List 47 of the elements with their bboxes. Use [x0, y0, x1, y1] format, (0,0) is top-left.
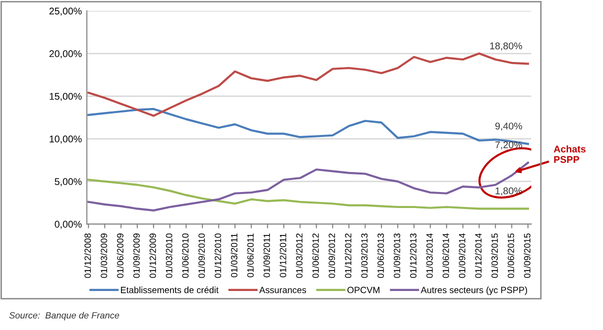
legend-label: OPCVM	[347, 286, 380, 294]
legend-label: Assurances	[259, 286, 306, 294]
x-tick-label: 01/06/2012	[312, 234, 319, 278]
x-tick-label: 01/03/2013	[360, 233, 368, 278]
line-series	[87, 178, 530, 210]
x-tick-label: 01/12/2011	[280, 234, 286, 278]
y-tick-label: 0,00%	[54, 220, 82, 229]
x-tick-label: 01/12/2009	[149, 234, 156, 278]
x-tick-label: 01/06/2014	[442, 233, 450, 278]
y-tick-label: 5,00%	[54, 178, 82, 186]
x-tick-label: 01/06/2013	[377, 233, 384, 278]
x-tick-label: 01/12/2013	[410, 233, 416, 278]
source-note: Source: Banque de France	[9, 312, 120, 320]
x-tick-label: 01/03/2010	[166, 233, 172, 278]
annotation: Achats PSPP	[554, 145, 586, 163]
y-tick-label: 10,00%	[50, 136, 82, 144]
legend-label: Autres secteurs (yc PSPP)	[420, 286, 528, 295]
x-tick-label: 01/12/2008	[84, 233, 91, 278]
line-series	[87, 162, 530, 212]
x-tick-label: 01/03/2014	[426, 233, 433, 278]
y-tick-label: 15,00%	[50, 92, 82, 101]
x-tick-label: 01/09/2014	[458, 233, 466, 278]
data-label: 1,80%	[496, 187, 522, 196]
y-tick-label: 25,00%	[49, 8, 82, 16]
x-tick-label: 01/12/2014	[474, 233, 482, 278]
x-tick-label: 01/09/2011	[263, 234, 270, 278]
x-tick-label: 01/12/2012	[344, 234, 352, 278]
data-label: 7,20%	[495, 141, 522, 150]
x-tick-label: 01/09/2010	[198, 233, 205, 278]
x-tick-label: 01/09/2013	[394, 233, 400, 278]
x-tick-label: 01/12/2010	[214, 233, 222, 278]
x-tick-label: 01/09/2015	[524, 233, 530, 278]
x-tick-label: 01/06/2010	[182, 233, 189, 278]
x-tick-label: 01/03/2009	[100, 234, 108, 278]
x-tick-label: 01/06/2011	[247, 234, 254, 278]
data-label: 18,80%	[490, 42, 522, 50]
x-tick-label: 01/03/2012	[296, 234, 303, 278]
line-series	[87, 52, 530, 117]
x-tick-label: 01/03/2015	[491, 233, 498, 278]
x-tick-label: 01/09/2009	[133, 234, 140, 278]
x-tick-label: 01/06/2009	[116, 234, 124, 278]
legend-label: Etablissements de crédit	[121, 286, 219, 294]
data-label: 9,40%	[495, 122, 522, 131]
x-tick-label: 01/06/2015	[508, 233, 514, 278]
x-tick-label: 01/03/2011	[230, 234, 238, 278]
y-tick-label: 20,00%	[49, 50, 82, 58]
x-tick-label: 01/09/2012	[328, 234, 336, 278]
